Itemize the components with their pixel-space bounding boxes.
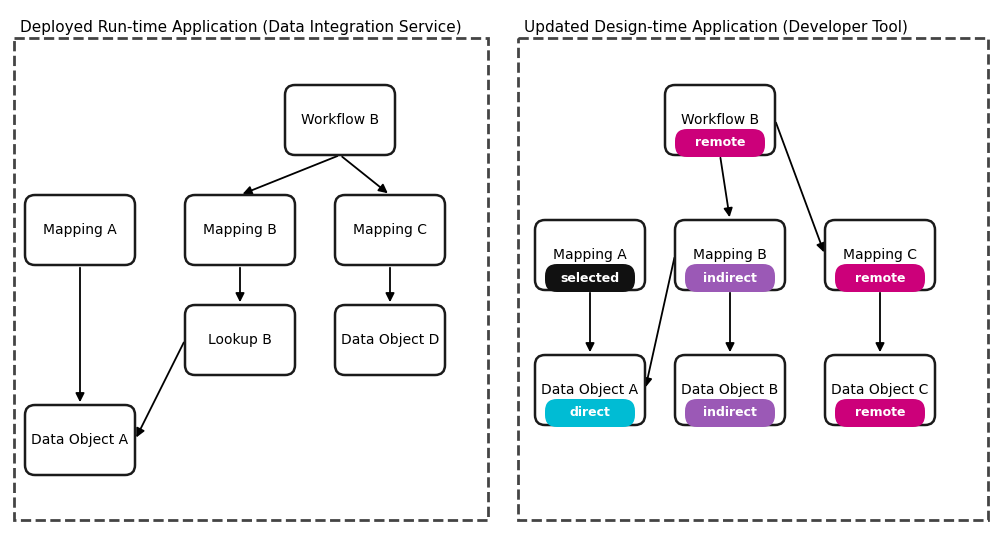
FancyBboxPatch shape: [545, 399, 635, 427]
Text: Mapping B: Mapping B: [693, 248, 767, 262]
Text: remote: remote: [855, 406, 905, 420]
FancyBboxPatch shape: [675, 129, 765, 157]
FancyBboxPatch shape: [685, 264, 775, 292]
Text: Mapping A: Mapping A: [43, 223, 117, 237]
FancyBboxPatch shape: [518, 38, 988, 520]
FancyBboxPatch shape: [685, 399, 775, 427]
FancyBboxPatch shape: [335, 305, 445, 375]
Text: Workflow B: Workflow B: [681, 113, 760, 127]
FancyBboxPatch shape: [835, 264, 925, 292]
FancyBboxPatch shape: [285, 85, 395, 155]
FancyBboxPatch shape: [835, 399, 925, 427]
Text: Data Object B: Data Object B: [681, 383, 779, 397]
Text: remote: remote: [695, 137, 745, 150]
Text: selected: selected: [560, 272, 620, 285]
FancyBboxPatch shape: [665, 85, 775, 155]
Text: direct: direct: [569, 406, 611, 420]
Text: Data Object A: Data Object A: [31, 433, 129, 447]
Text: Data Object D: Data Object D: [341, 333, 440, 347]
Text: Workflow B: Workflow B: [301, 113, 379, 127]
Text: indirect: indirect: [703, 272, 757, 285]
FancyBboxPatch shape: [25, 195, 135, 265]
Text: Deployed Run-time Application (Data Integration Service): Deployed Run-time Application (Data Inte…: [20, 20, 462, 35]
FancyBboxPatch shape: [825, 220, 935, 290]
Text: Mapping C: Mapping C: [353, 223, 427, 237]
Text: Lookup B: Lookup B: [208, 333, 272, 347]
Text: remote: remote: [855, 272, 905, 285]
Text: Mapping C: Mapping C: [843, 248, 917, 262]
Text: Mapping A: Mapping A: [553, 248, 627, 262]
FancyBboxPatch shape: [675, 220, 785, 290]
Text: Updated Design-time Application (Developer Tool): Updated Design-time Application (Develop…: [524, 20, 907, 35]
FancyBboxPatch shape: [825, 355, 935, 425]
FancyBboxPatch shape: [545, 264, 635, 292]
FancyBboxPatch shape: [535, 355, 645, 425]
FancyBboxPatch shape: [185, 195, 295, 265]
FancyBboxPatch shape: [675, 355, 785, 425]
Text: indirect: indirect: [703, 406, 757, 420]
FancyBboxPatch shape: [185, 305, 295, 375]
FancyBboxPatch shape: [14, 38, 488, 520]
Text: Data Object A: Data Object A: [541, 383, 639, 397]
FancyBboxPatch shape: [335, 195, 445, 265]
Text: Mapping B: Mapping B: [203, 223, 277, 237]
Text: Data Object C: Data Object C: [831, 383, 929, 397]
FancyBboxPatch shape: [535, 220, 645, 290]
FancyBboxPatch shape: [25, 405, 135, 475]
